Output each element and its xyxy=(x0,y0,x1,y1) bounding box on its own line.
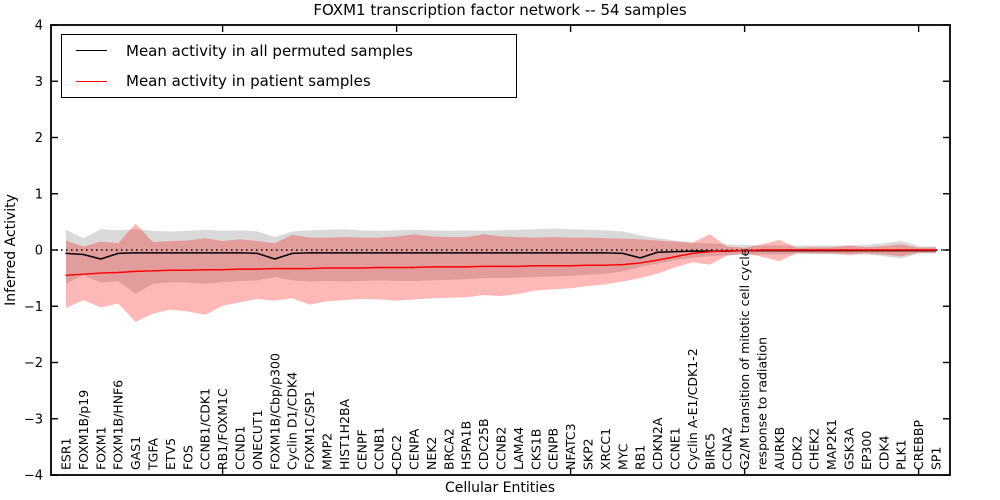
x-tick-label: FOXM1B/HNF6 xyxy=(111,380,126,470)
x-tick-label: HSPA1B xyxy=(459,421,474,470)
x-tick-label: MYC xyxy=(615,443,630,470)
x-tick-label: BRCA2 xyxy=(441,428,456,470)
y-tick-label: 4 xyxy=(35,19,43,34)
x-tick-label: LAMA4 xyxy=(511,427,526,470)
x-tick-label: CENPF xyxy=(354,429,369,470)
patient-range-band xyxy=(66,223,936,322)
x-tick-label: RB1 xyxy=(633,445,648,470)
x-tick-label: CDC2 xyxy=(389,435,404,470)
patient-mean-line xyxy=(65,249,937,277)
x-axis-label: Cellular Entities xyxy=(444,480,556,496)
x-tick-label: TGFA xyxy=(146,438,161,471)
y-axis-label: Inferred Activity xyxy=(3,194,19,306)
patient-line-swatch xyxy=(76,80,107,82)
x-tick-label: CENPA xyxy=(407,428,422,470)
x-tick-label: FOXM1B/p19 xyxy=(76,390,91,470)
x-tick-label: NEK2 xyxy=(424,437,439,470)
legend-item-permuted: Mean activity in all permuted samples xyxy=(62,36,516,65)
x-tick-label: NFATC3 xyxy=(563,423,578,470)
x-tick-label: AURKB xyxy=(772,427,787,470)
x-tick-label: CCNB2 xyxy=(494,427,509,470)
x-tick-label: CENPB xyxy=(546,428,561,470)
x-tick-label: CCNB1 xyxy=(372,427,387,470)
x-tick-label: CCND1 xyxy=(233,426,248,470)
x-tick-label: FOS xyxy=(180,445,195,470)
x-tick-label: MMP2 xyxy=(320,433,335,470)
x-tick-label: Cyclin A-E1/CDK1-2 xyxy=(685,348,700,470)
y-tick-label: 3 xyxy=(35,75,43,90)
x-tick-label: FOXM1B/Cbp/p300 xyxy=(267,353,282,470)
permuted-line-swatch xyxy=(76,50,107,52)
x-tick-label: G2/M transition of mitotic cell cycle xyxy=(737,248,752,470)
permuted-range-band xyxy=(66,228,936,294)
x-tick-label: CCNA2 xyxy=(720,427,735,470)
x-tick-label: BIRC5 xyxy=(702,433,717,470)
x-tick-label: Cyclin D1/CDK4 xyxy=(285,372,300,470)
x-tick-label: response to radiation xyxy=(755,337,770,470)
x-tick-label: ONECUT1 xyxy=(250,409,265,470)
x-tick-label: XRCC1 xyxy=(598,428,613,470)
x-tick-label: SKP2 xyxy=(581,438,596,470)
x-tick-label: CDK4 xyxy=(876,435,891,470)
x-tick-label: CCNB1/CDK1 xyxy=(198,388,213,470)
x-tick-label: CKS1B xyxy=(528,429,543,470)
x-tick-label: PLK1 xyxy=(894,439,909,470)
y-tick-label: −3 xyxy=(24,412,43,427)
x-tick-label: FOXM1C/SP1 xyxy=(302,390,317,470)
x-tick-label: FOXM1 xyxy=(93,426,108,470)
chart-title: FOXM1 transcription factor network -- 54… xyxy=(313,1,687,19)
x-tick-label: ESR1 xyxy=(59,438,74,470)
x-tick-label: SP1 xyxy=(929,447,944,470)
x-tick-label: CDK2 xyxy=(789,435,804,470)
x-tick-label: ETV5 xyxy=(163,438,178,470)
x-tick-label: EP300 xyxy=(859,431,874,470)
x-tick-label: CCNE1 xyxy=(668,427,683,470)
x-tick-label: MAP2K1 xyxy=(824,419,839,470)
y-tick-label: −1 xyxy=(24,300,43,315)
y-tick-label: 2 xyxy=(35,131,43,146)
legend: Mean activity in all permuted samples Me… xyxy=(61,34,517,98)
y-tick-label: −4 xyxy=(24,469,43,484)
x-tick-label: GAS1 xyxy=(128,436,143,470)
legend-label-permuted: Mean activity in all permuted samples xyxy=(126,41,413,60)
x-tick-label: GSK3A xyxy=(842,427,857,470)
x-tick-label: HIST1H2BA xyxy=(337,398,352,470)
x-tick-label: CDC25B xyxy=(476,418,491,470)
x-tick-label: CHEK2 xyxy=(807,428,822,470)
y-tick-label: 1 xyxy=(35,187,43,202)
y-tick-label: −2 xyxy=(24,356,43,371)
x-tick-label: CREBBP xyxy=(911,420,926,470)
x-tick-label: RB1/FOXM1C xyxy=(215,388,230,470)
legend-label-patient: Mean activity in patient samples xyxy=(126,72,371,91)
x-tick-label: CDKN2A xyxy=(650,417,665,470)
y-tick-label: 0 xyxy=(35,244,43,259)
legend-item-patient: Mean activity in patient samples xyxy=(62,67,516,96)
